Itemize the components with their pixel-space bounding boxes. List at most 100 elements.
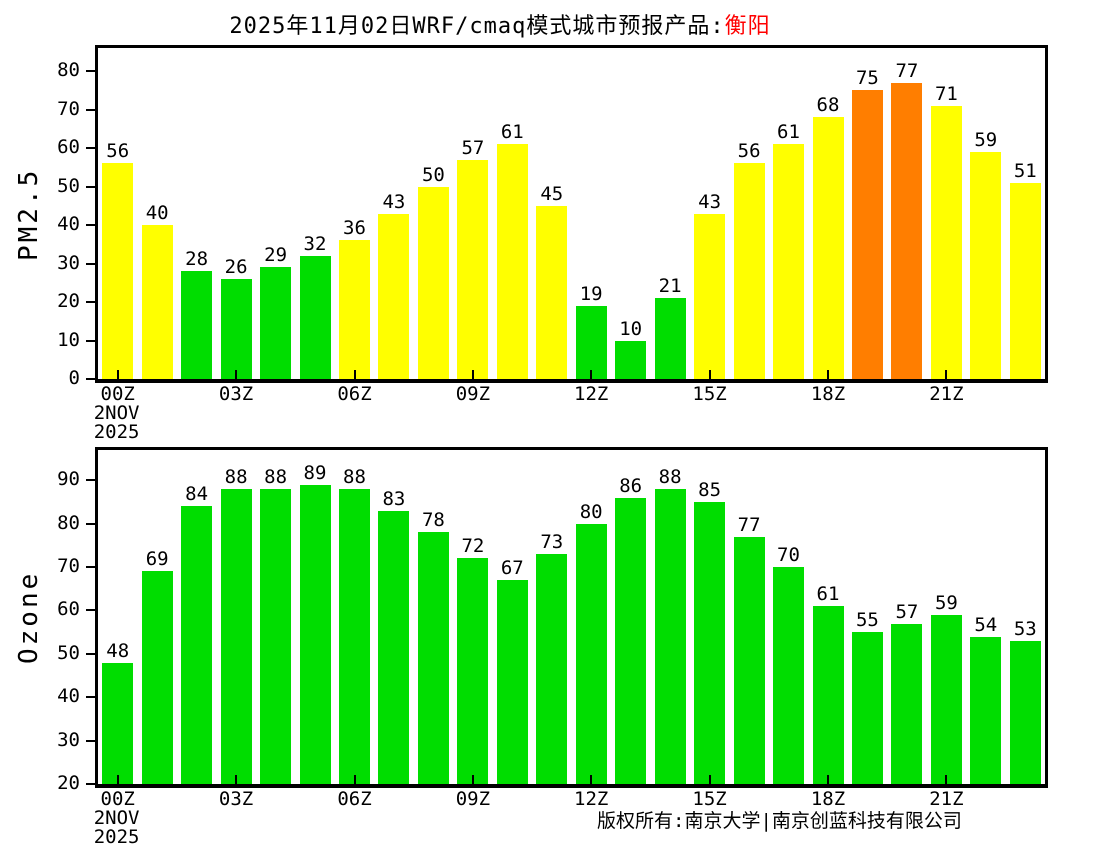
bar-value-label: 28 xyxy=(185,248,209,271)
x-tick-label: 06Z xyxy=(337,383,372,405)
page-title: 2025年11月02日WRF/cmaq模式城市预报产品:衡阳 xyxy=(0,8,1000,40)
bar xyxy=(773,567,804,784)
bar-value-label: 45 xyxy=(540,182,564,205)
bar-value-label: 32 xyxy=(303,232,327,255)
x-axis-tick xyxy=(235,370,238,379)
x-axis-tick xyxy=(116,370,119,379)
x-tick-label: 00Z xyxy=(100,383,135,405)
start-date-label: 2NOV xyxy=(93,807,140,829)
bar xyxy=(536,205,568,379)
bar xyxy=(536,554,568,784)
bar xyxy=(891,82,923,379)
y-axis-tick xyxy=(86,652,95,655)
bar xyxy=(220,278,252,379)
x-tick-label: 21Z xyxy=(929,383,964,405)
y-axis-tick xyxy=(86,566,95,569)
y-axis-tick xyxy=(86,301,95,303)
bar xyxy=(496,580,528,784)
bar-value-label: 54 xyxy=(974,613,998,636)
x-tick-label: 03Z xyxy=(218,788,254,810)
bar-value-label: 77 xyxy=(895,59,919,82)
bar-value-label: 77 xyxy=(737,513,761,536)
bar-value-label: 89 xyxy=(303,461,327,484)
bar-value-label: 56 xyxy=(737,140,761,163)
page-title-city: 衡阳 xyxy=(724,14,771,39)
bar xyxy=(1009,640,1041,784)
x-axis-tick xyxy=(708,370,711,379)
bar-value-label: 10 xyxy=(619,317,643,340)
bar xyxy=(299,255,331,379)
bar-value-label: 57 xyxy=(895,600,919,623)
bar-value-label: 86 xyxy=(619,474,643,497)
x-tick-label: 18Z xyxy=(810,788,846,810)
bar xyxy=(299,484,331,784)
bar xyxy=(891,623,923,784)
bar xyxy=(654,298,686,379)
copyright-text: 版权所有:南京大学|南京创蓝科技有限公司 xyxy=(597,810,962,832)
y-tick-label: 10 xyxy=(57,328,80,351)
x-axis-tick xyxy=(353,370,356,379)
y-tick-label: 60 xyxy=(57,598,80,621)
start-date-label: 2025 xyxy=(93,421,140,443)
bar-value-label: 55 xyxy=(855,609,879,632)
bar-value-label: 78 xyxy=(421,509,445,532)
bar xyxy=(851,90,883,379)
bar xyxy=(181,271,213,379)
bar xyxy=(575,523,607,784)
bar xyxy=(457,558,489,784)
bar xyxy=(339,489,370,784)
y-axis-tick xyxy=(86,224,95,227)
bar xyxy=(733,536,765,784)
bar xyxy=(851,632,883,784)
bar xyxy=(970,636,1002,784)
bar xyxy=(812,117,844,379)
y-axis-tick xyxy=(86,522,95,525)
y-tick-label: 50 xyxy=(57,174,80,197)
bar xyxy=(102,163,134,379)
bar-value-label: 59 xyxy=(934,591,958,614)
y-tick-label: 60 xyxy=(57,136,80,159)
bar xyxy=(260,267,292,379)
x-axis-tick xyxy=(708,775,711,784)
x-axis-tick xyxy=(471,370,474,379)
bar xyxy=(457,159,489,379)
x-tick-label: 09Z xyxy=(455,383,491,405)
bar-value-label: 70 xyxy=(777,544,800,567)
y-axis-tick xyxy=(86,479,95,482)
bar-value-label: 80 xyxy=(579,500,603,523)
x-axis-tick xyxy=(945,370,948,379)
bar xyxy=(733,163,765,379)
bar xyxy=(694,502,726,784)
y-tick-label: 20 xyxy=(57,772,80,794)
x-axis-tick xyxy=(590,775,593,784)
bar-value-label: 88 xyxy=(343,466,366,489)
bar-value-label: 21 xyxy=(658,275,682,298)
bar xyxy=(141,571,173,784)
bar xyxy=(260,489,292,784)
bar xyxy=(654,489,686,784)
bar-value-label: 43 xyxy=(698,190,722,213)
bar-value-label: 53 xyxy=(1013,617,1037,640)
x-axis-tick xyxy=(353,775,356,784)
bar-value-label: 69 xyxy=(145,548,169,571)
bar-value-label: 83 xyxy=(382,487,406,510)
bar-value-label: 40 xyxy=(145,202,169,225)
bar-value-label: 61 xyxy=(777,121,800,144)
bar-value-label: 88 xyxy=(224,466,248,489)
page-title-text: 2025年11月02日WRF/cmaq模式城市预报产品: xyxy=(229,14,725,39)
bar xyxy=(181,506,213,784)
bar-value-label: 61 xyxy=(816,583,840,606)
bar-value-label: 57 xyxy=(461,136,485,159)
x-axis-tick xyxy=(590,370,593,379)
bar xyxy=(417,532,449,784)
bar-value-label: 85 xyxy=(698,479,722,502)
x-axis-tick xyxy=(945,775,948,784)
x-tick-label: 12Z xyxy=(574,788,609,810)
y-axis-tick xyxy=(86,378,95,380)
bar-value-label: 36 xyxy=(343,217,366,240)
bar-value-label: 50 xyxy=(421,163,445,186)
x-axis-tick xyxy=(471,775,474,784)
bar-value-label: 75 xyxy=(855,67,879,90)
bar xyxy=(378,510,410,784)
start-date-label: 2NOV xyxy=(93,402,140,424)
